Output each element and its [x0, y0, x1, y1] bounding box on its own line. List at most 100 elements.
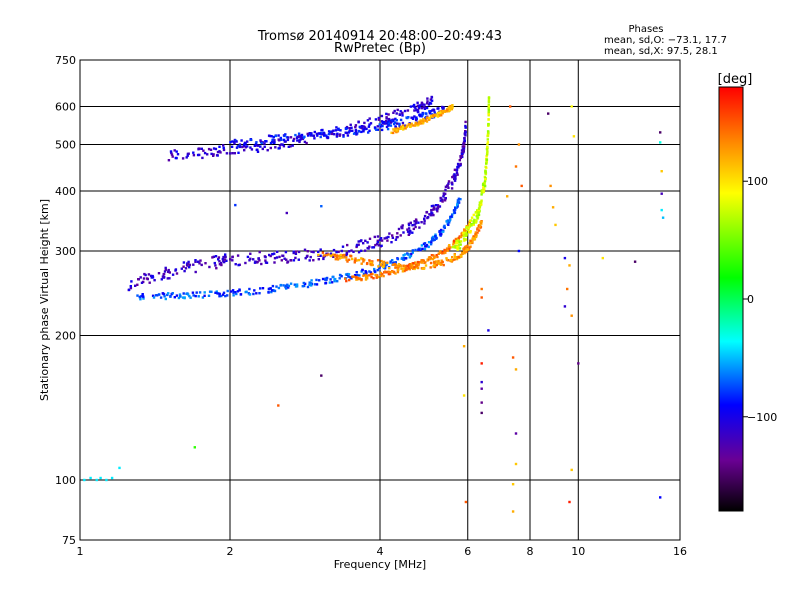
data-point — [375, 242, 379, 246]
x-ticks: 1 2 4 6 8 10 16 — [77, 545, 688, 558]
data-point — [517, 143, 521, 146]
data-point — [153, 279, 156, 282]
data-point — [411, 231, 414, 234]
data-point — [473, 218, 476, 222]
data-point — [216, 292, 219, 295]
data-point — [435, 204, 438, 207]
data-point — [149, 274, 153, 278]
data-point — [348, 130, 351, 133]
data-point — [388, 232, 391, 235]
data-point — [345, 131, 349, 135]
data-point — [436, 113, 439, 116]
y-tick-label: 400 — [55, 185, 76, 198]
data-point — [335, 254, 339, 257]
data-point — [237, 145, 240, 148]
data-point — [483, 181, 486, 184]
data-point — [377, 275, 380, 279]
data-point — [393, 109, 396, 113]
data-point — [429, 256, 433, 260]
data-point — [444, 197, 447, 200]
data-point — [334, 258, 337, 261]
data-point — [485, 155, 488, 158]
data-point — [407, 123, 411, 126]
data-point — [394, 238, 398, 241]
data-point — [470, 224, 473, 227]
x-tick-label: 1 — [77, 545, 84, 558]
data-point — [509, 105, 512, 108]
data-point — [431, 212, 434, 215]
data-point — [385, 122, 388, 125]
data-point — [468, 242, 471, 245]
data-point — [659, 496, 662, 499]
data-point — [412, 103, 416, 107]
data-point — [308, 132, 312, 136]
data-point — [175, 150, 178, 153]
data-point — [480, 220, 483, 223]
data-point — [363, 249, 367, 252]
data-point — [482, 188, 485, 192]
data-point — [325, 134, 328, 137]
data-point — [332, 255, 335, 258]
data-point — [453, 253, 456, 256]
data-point — [243, 143, 246, 146]
data-point — [310, 279, 313, 282]
data-point — [427, 103, 431, 106]
data-point — [418, 105, 421, 109]
data-point — [142, 295, 145, 298]
data-point — [353, 259, 357, 262]
data-point — [420, 122, 423, 125]
data-point — [474, 231, 477, 234]
data-point — [182, 265, 185, 268]
data-point — [185, 156, 188, 159]
data-point — [398, 122, 401, 126]
data-point — [450, 108, 454, 111]
data-point — [429, 261, 433, 265]
data-point — [212, 153, 215, 156]
data-point — [208, 265, 211, 269]
x-tick-label: 4 — [377, 545, 384, 558]
data-point — [439, 196, 442, 200]
data-point — [89, 476, 92, 480]
data-point — [326, 136, 330, 139]
data-point — [357, 251, 361, 254]
data-point — [380, 114, 384, 118]
data-point — [329, 278, 332, 281]
data-point — [280, 259, 283, 262]
data-point — [330, 281, 334, 284]
data-point — [225, 152, 229, 155]
data-point — [297, 258, 300, 261]
data-point — [442, 193, 446, 197]
data-point — [322, 132, 326, 135]
data-point — [382, 274, 385, 278]
data-point — [410, 116, 413, 119]
data-point — [223, 255, 227, 258]
data-point — [259, 287, 262, 290]
data-point — [338, 257, 342, 260]
data-point — [186, 152, 190, 156]
data-point — [222, 255, 225, 259]
data-point — [459, 243, 462, 246]
data-point — [447, 186, 450, 189]
data-point — [471, 237, 474, 240]
data-point — [444, 251, 447, 254]
data-point — [455, 171, 459, 175]
data-point — [179, 295, 182, 298]
data-point — [404, 127, 407, 130]
data-point — [462, 345, 466, 348]
data-point — [233, 152, 236, 155]
data-point — [431, 109, 434, 112]
data-point — [286, 138, 290, 142]
data-point — [417, 221, 420, 224]
data-point — [238, 145, 242, 149]
data-point — [480, 401, 483, 404]
data-point — [317, 258, 320, 261]
data-point — [295, 283, 299, 286]
data-point — [300, 133, 304, 137]
data-point — [250, 148, 254, 151]
data-point — [351, 275, 354, 278]
data-point — [324, 281, 327, 285]
data-point — [259, 139, 262, 142]
data-point — [143, 272, 146, 276]
data-point — [258, 259, 261, 262]
